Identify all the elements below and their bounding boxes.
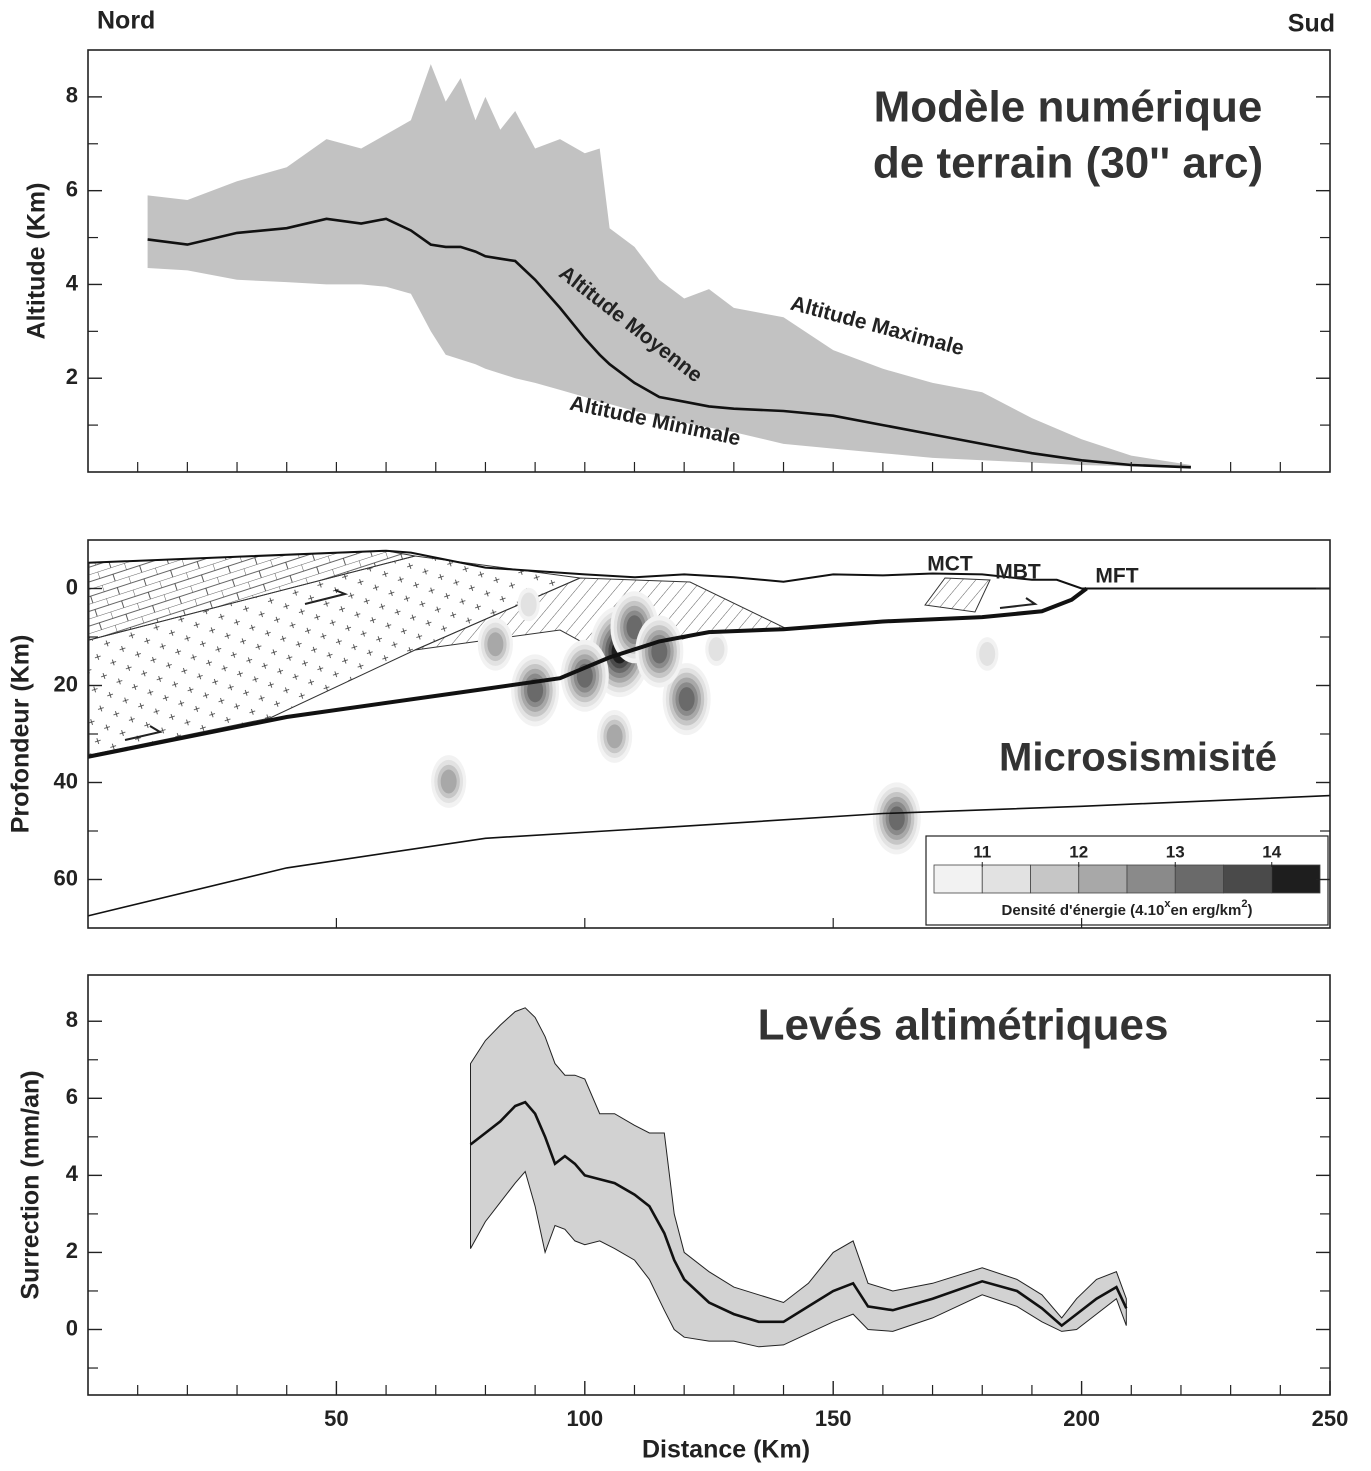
x-tick-label: 50 xyxy=(324,1406,348,1431)
colorbar-label-part: en erg/km xyxy=(1170,902,1241,919)
y-axis-label: Surrection (mm/an) xyxy=(17,1070,45,1299)
colorbar-swatch xyxy=(1030,864,1080,894)
x-tick-label: 150 xyxy=(815,1406,852,1431)
y-tick-label: 20 xyxy=(54,671,78,696)
main-thrust-line xyxy=(87,586,1088,759)
y-axis-label: Profondeur (Km) xyxy=(7,635,35,834)
panel-title: Modèle numérique xyxy=(874,83,1263,132)
south-label: Sud xyxy=(1288,10,1335,38)
colorbar-swatch xyxy=(981,864,1031,894)
altitude-range xyxy=(147,64,1191,468)
y-tick-label: 40 xyxy=(54,768,78,793)
mean-altitude-line xyxy=(147,217,1191,469)
panel-title: Levés altimétriques xyxy=(758,1001,1169,1050)
y-tick-label: 8 xyxy=(66,1007,78,1032)
seismic-event-core xyxy=(626,615,643,640)
topography-line xyxy=(87,549,1330,590)
seismic-event-core xyxy=(440,769,457,794)
fault-label: MFT xyxy=(1095,565,1138,588)
y-tick-label: 8 xyxy=(66,83,78,108)
colorbar-tick-label: 11 xyxy=(973,842,991,861)
mct-zone xyxy=(924,577,991,613)
uplift-range xyxy=(470,1007,1127,1348)
y-tick-label: 2 xyxy=(66,364,78,389)
colorbar-tick-label: 12 xyxy=(1069,842,1088,861)
uplift-line xyxy=(469,1100,1128,1328)
colorbar-tick-label: 13 xyxy=(1166,842,1185,861)
moho-line xyxy=(87,794,1331,917)
fault-label: MBT xyxy=(995,561,1041,584)
colorbar-swatch xyxy=(933,864,983,894)
panel-title: Microsismisité xyxy=(999,736,1277,780)
slip-arrows xyxy=(124,589,1038,741)
seismic-event-core xyxy=(606,724,623,749)
x-tick-label: 250 xyxy=(1312,1406,1349,1431)
seismic-event-core xyxy=(888,806,905,831)
colorbar-swatch xyxy=(1271,864,1321,894)
colorbar-swatch xyxy=(1126,864,1176,894)
seismic-event-core xyxy=(487,632,504,657)
y-tick-label: 6 xyxy=(66,1084,78,1109)
x-axis-label: Distance (Km) xyxy=(642,1436,810,1464)
y-tick-label: 2 xyxy=(66,1238,78,1263)
seismic-event-core xyxy=(979,641,996,666)
plot-frame xyxy=(87,49,1331,473)
geology-units xyxy=(88,550,1038,756)
seismicity xyxy=(431,587,999,855)
seismic-event-core xyxy=(520,592,537,617)
fault-label: MCT xyxy=(927,553,973,576)
y-tick-label: 0 xyxy=(66,574,78,599)
colorbar-label: Densité d'énergie (4.10xen erg/km2) xyxy=(1002,898,1253,919)
colorbar-swatch xyxy=(1078,864,1128,894)
colorbar-label-part: ) xyxy=(1247,902,1252,919)
colorbar-swatch xyxy=(1223,864,1273,894)
colorbar-label-part: Densité d'énergie (4.10 xyxy=(1002,902,1165,919)
seismic-event-core xyxy=(708,637,725,662)
north-label: Nord xyxy=(97,7,155,35)
y-tick-label: 4 xyxy=(66,270,79,295)
x-tick-label: 200 xyxy=(1063,1406,1100,1431)
y-tick-label: 60 xyxy=(54,865,78,890)
y-tick-label: 0 xyxy=(66,1315,78,1340)
y-tick-label: 6 xyxy=(66,176,78,201)
seismic-event-core xyxy=(678,687,695,712)
plot-frame xyxy=(87,974,1331,1396)
colorbar-label-part: x xyxy=(1164,898,1171,910)
panel-title: de terrain (30'' arc) xyxy=(873,139,1263,188)
colorbar-label-part: 2 xyxy=(1241,898,1247,910)
colorbar-swatch xyxy=(1174,864,1224,894)
y-axis-label: Altitude (Km) xyxy=(23,183,51,340)
seismic-event-core xyxy=(651,639,668,664)
colorbar-tick-label: 14 xyxy=(1262,842,1281,861)
x-tick-label: 100 xyxy=(566,1406,603,1431)
y-tick-label: 4 xyxy=(66,1161,79,1186)
